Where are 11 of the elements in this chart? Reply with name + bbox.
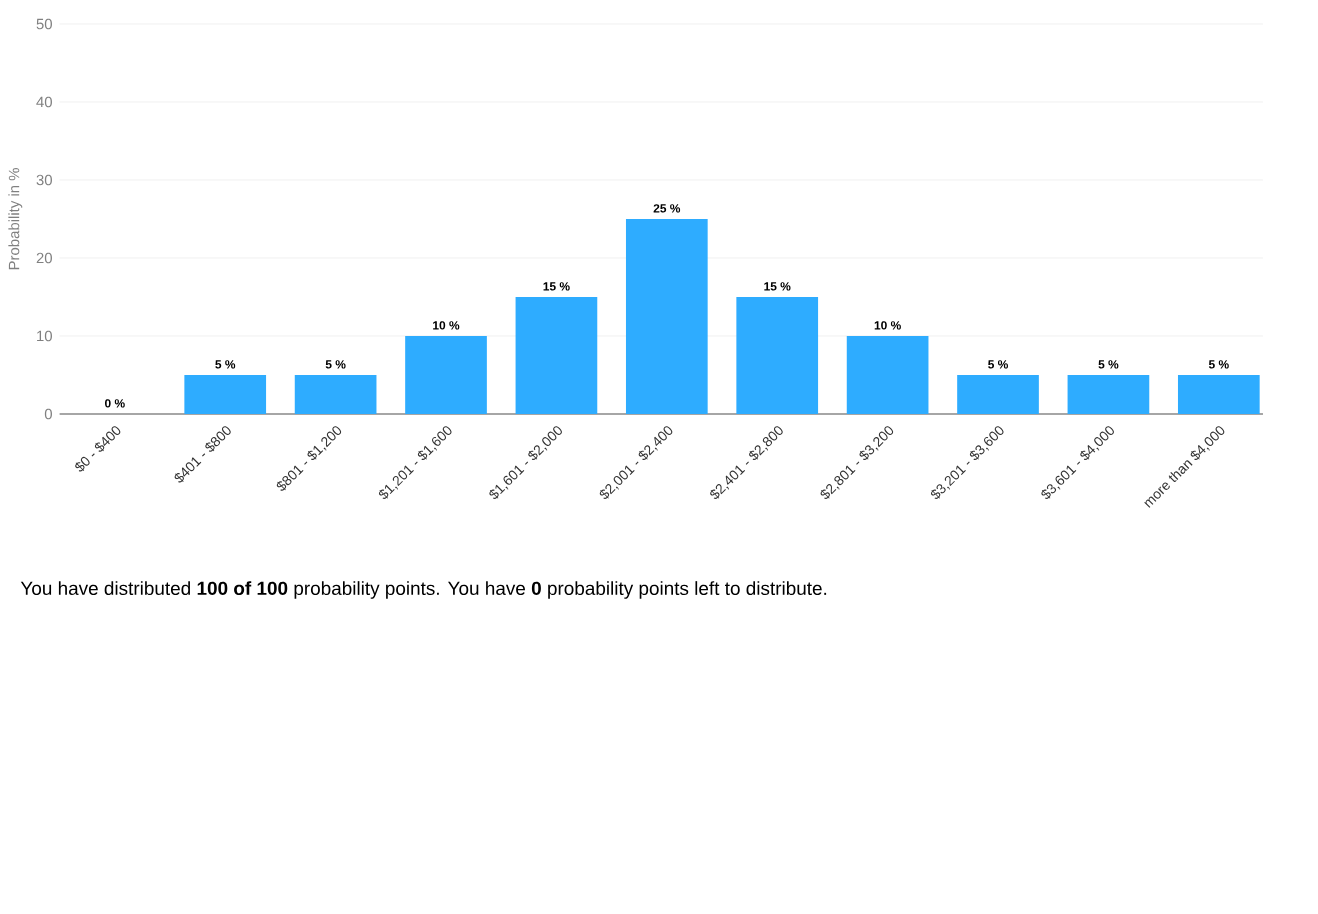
bar — [625, 218, 708, 414]
bar — [1067, 374, 1150, 414]
bar — [846, 335, 929, 414]
bar — [515, 296, 598, 414]
bar — [294, 374, 377, 414]
text: You have distributed 100 of 100 probability points. You have 0 probability points left to distribute. — [20, 581, 827, 599]
bar — [184, 374, 267, 414]
bar — [405, 335, 487, 414]
bar — [957, 374, 1039, 414]
bar — [736, 296, 819, 414]
bar — [1177, 374, 1260, 414]
